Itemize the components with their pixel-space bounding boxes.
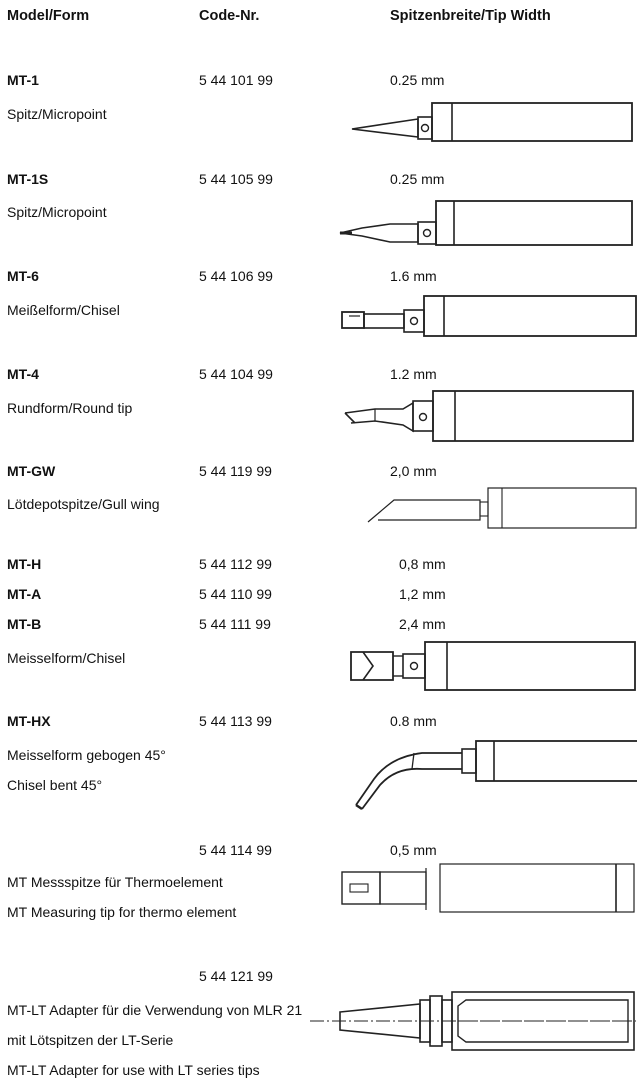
code-mt-h: 5 44 112 99: [199, 556, 272, 572]
desc-mt-1s: Spitz/Micropoint: [7, 204, 107, 220]
desc-mt-1: Spitz/Micropoint: [7, 106, 107, 122]
code-measuring-tip: 5 44 114 99: [199, 842, 272, 858]
tip-drawing-mt-hx: [355, 740, 637, 811]
width-mt-6: 1.6 mm: [390, 268, 437, 284]
desc-mt-gw: Lötdepotspitze/Gull wing: [7, 496, 160, 512]
code-mt-6: 5 44 106 99: [199, 268, 273, 284]
header-model: Model/Form: [7, 8, 90, 24]
code-mt-gw: 5 44 119 99: [199, 463, 272, 479]
model-mt-1: MT-1: [7, 72, 39, 88]
model-mt-a: MT-A: [7, 586, 42, 602]
code-adapter: 5 44 121 99: [199, 968, 273, 984]
tip-drawing-adapter: [310, 991, 636, 1051]
model-mt-1s: MT-1S: [7, 171, 49, 187]
code-mt-hx: 5 44 113 99: [199, 713, 272, 729]
width-mt-a: 1,2 mm: [399, 586, 446, 602]
desc-mt-4: Rundform/Round tip: [7, 400, 133, 416]
tip-drawing-mt-4: [344, 390, 634, 442]
code-mt-1: 5 44 101 99: [199, 72, 273, 88]
model-mt-h: MT-H: [7, 556, 42, 572]
width-mt-h: 0,8 mm: [399, 556, 446, 572]
desc-adapter-de: MT-LT Adapter für die Verwendung von MLR…: [7, 1002, 303, 1018]
header-tip-width: Spitzenbreite/Tip Width: [390, 8, 551, 24]
width-mt-4: 1.2 mm: [390, 366, 437, 382]
desc-measuring-tip-en: MT Measuring tip for thermo element: [7, 904, 237, 920]
tip-drawing-mt-6: [341, 295, 637, 337]
tip-drawing-mt-hab: [350, 641, 636, 691]
desc-mt-6: Meißelform/Chisel: [7, 302, 120, 318]
tip-drawing-mt-gw: [367, 487, 637, 529]
tip-drawing-mt-1: [351, 102, 633, 142]
model-mt-b: MT-B: [7, 616, 42, 632]
width-measuring-tip: 0,5 mm: [390, 842, 437, 858]
code-mt-1s: 5 44 105 99: [199, 171, 273, 187]
width-mt-hx: 0.8 mm: [390, 713, 437, 729]
tip-drawing-measuring: [341, 863, 635, 913]
code-mt-b: 5 44 111 99: [199, 616, 271, 632]
desc-adapter-en: MT-LT Adapter for use with LT series tip…: [7, 1062, 260, 1078]
code-mt-4: 5 44 104 99: [199, 366, 273, 382]
code-mt-a: 5 44 110 99: [199, 586, 272, 602]
model-mt-4: MT-4: [7, 366, 39, 382]
model-mt-6: MT-6: [7, 268, 39, 284]
desc-mt-hx-de: Meisselform gebogen 45°: [7, 747, 166, 763]
model-mt-gw: MT-GW: [7, 463, 56, 479]
model-mt-hx: MT-HX: [7, 713, 51, 729]
width-mt-b: 2,4 mm: [399, 616, 446, 632]
width-mt-gw: 2,0 mm: [390, 463, 437, 479]
tip-drawing-mt-1s: [339, 200, 633, 246]
header-code: Code-Nr.: [199, 8, 260, 24]
desc-measuring-tip-de: MT Messspitze für Thermoelement: [7, 874, 223, 890]
width-mt-1: 0.25 mm: [390, 72, 445, 88]
desc-mt-hx-en: Chisel bent 45°: [7, 777, 103, 793]
desc-adapter-series: mit Lötspitzen der LT-Serie: [7, 1032, 174, 1048]
desc-mt-hab: Meisselform/Chisel: [7, 650, 126, 666]
width-mt-1s: 0.25 mm: [390, 171, 445, 187]
